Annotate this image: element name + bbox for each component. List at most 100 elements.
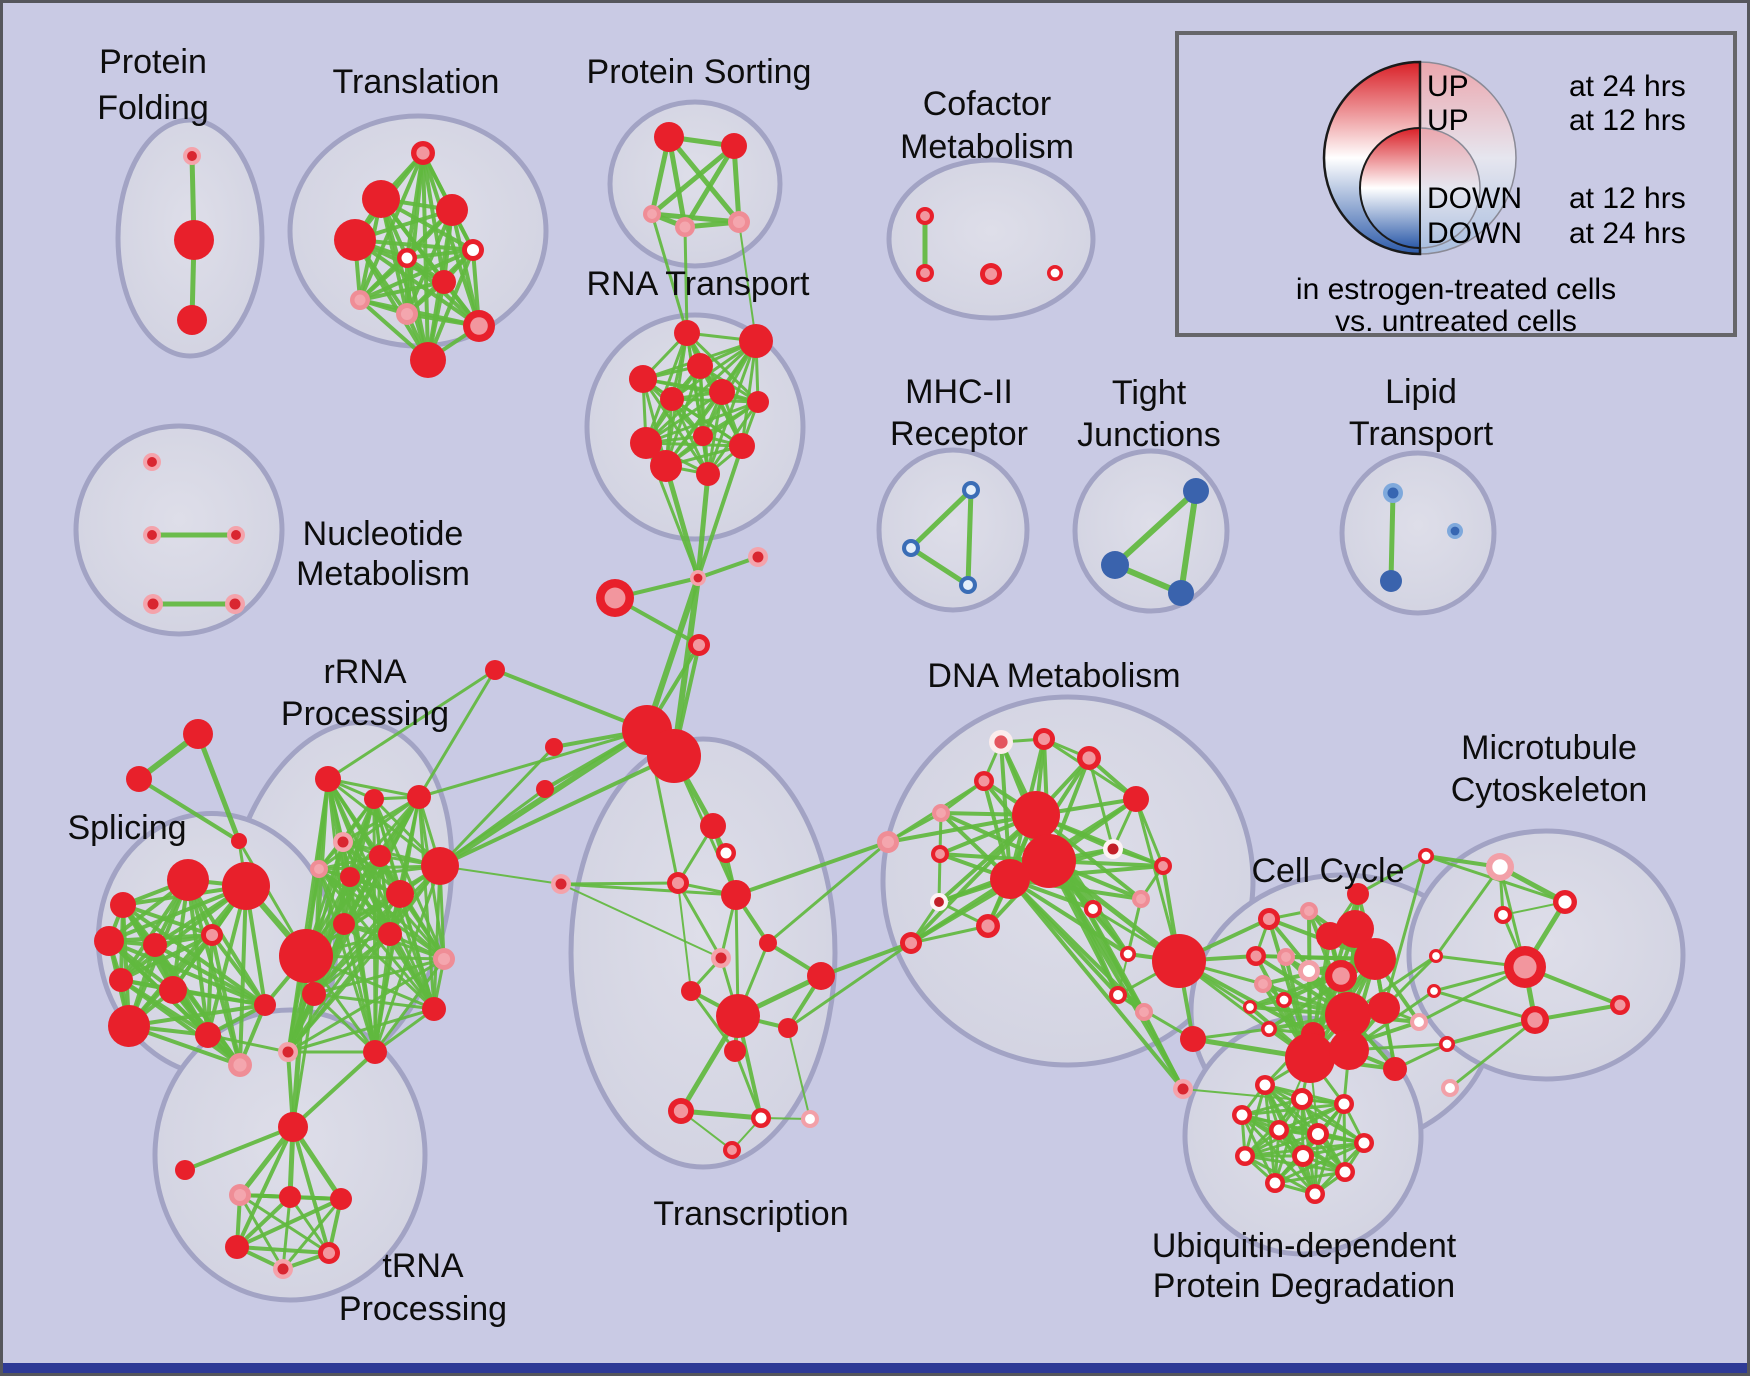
edge [127, 1003, 267, 1028]
edge [326, 668, 497, 781]
edge [286, 957, 446, 1054]
edge [238, 1193, 331, 1255]
node-center-transcription-11 [673, 1103, 689, 1119]
edge [644, 331, 689, 445]
node-rrna-processing-1 [364, 789, 384, 809]
edge [235, 1197, 343, 1249]
node-center-translation-0 [416, 146, 430, 160]
node-center-connectors-19 [1442, 1039, 1452, 1049]
edge [1008, 877, 1143, 901]
node-transcription-4 [759, 934, 777, 952]
node-center-translation-4 [466, 243, 480, 257]
node-center-mhc-receptor-0 [966, 485, 976, 495]
edge [908, 545, 971, 588]
node-center-protein-folding-0 [187, 151, 197, 161]
cluster-label-nucleotide-metabolism: Nucleotide Metabolism [296, 515, 470, 593]
node-center-transcription-12 [755, 1112, 767, 1124]
edge [666, 134, 688, 230]
edge [235, 1125, 295, 1249]
node-protein-folding-2 [177, 305, 207, 335]
node-center-dna-metabolism-16 [1123, 949, 1133, 959]
edge [649, 211, 742, 225]
edge [286, 932, 392, 1054]
node-center-cell-cycle-11 [1246, 1003, 1254, 1011]
node-center-rrna-processing-16 [282, 1046, 294, 1058]
node-center-microtubule-cytoskeleton-4 [1527, 1012, 1543, 1028]
node-center-connectors-18 [1430, 987, 1438, 995]
node-center-ubiquitin-7 [1239, 1150, 1251, 1162]
legend-up12-label: UP [1427, 104, 1469, 137]
node-lipid-transport-1 [1380, 570, 1402, 592]
edge [644, 575, 701, 733]
edge [670, 397, 744, 448]
node-splicing-8 [108, 1005, 150, 1047]
node-center-connectors-11 [555, 878, 567, 890]
edge [353, 238, 430, 362]
edge [388, 932, 436, 1011]
node-dna-metabolism-8 [990, 859, 1030, 899]
node-center-dna-metabolism-18 [1113, 990, 1123, 1000]
node-center-ubiquitin-9 [1339, 1166, 1351, 1178]
edge [560, 883, 722, 959]
cluster-label-rrna-processing: rRNA Processing [281, 653, 449, 733]
edge [426, 248, 475, 362]
edge [886, 813, 1038, 844]
node-center-transcription-1 [720, 847, 732, 859]
node-center-ubiquitin-2 [1338, 1098, 1350, 1110]
node-trna-processing-1 [175, 1160, 195, 1180]
node-center-nucleotide-metabolism-1 [147, 530, 157, 540]
edge [317, 795, 421, 871]
edge [107, 884, 248, 943]
node-trna-processing-3 [279, 1186, 301, 1208]
node-transcription-3 [721, 880, 751, 910]
node-transcription-0 [700, 813, 726, 839]
legend-down12-label: DOWN [1427, 182, 1522, 215]
cluster-label-ubiquitin: Ubiquitin-dependent Protein Degradation [1152, 1227, 1457, 1305]
edge [1178, 488, 1199, 596]
cluster-ellipse-transcription [568, 736, 838, 1170]
edge [1243, 1102, 1346, 1158]
edge [373, 957, 446, 1054]
edge [649, 143, 737, 217]
edge [908, 487, 974, 551]
edge [432, 864, 442, 1011]
node-cell-cycle-20 [1383, 1057, 1407, 1081]
legend-down24-label: DOWN [1427, 217, 1522, 250]
node-rna-transport-9 [729, 433, 755, 459]
bottom-border-bar [3, 1363, 1747, 1373]
node-center-dna-metabolism-20 [1177, 1083, 1189, 1095]
node-rna-transport-10 [650, 450, 682, 482]
edge [291, 1125, 331, 1255]
cluster-label-protein-sorting: Protein Sorting [587, 53, 812, 91]
node-center-cofactor-metabolism-3 [1050, 268, 1060, 278]
edge [682, 143, 737, 230]
node-center-connectors-17 [1432, 952, 1440, 960]
edge [312, 992, 377, 1054]
node-cell-cycle-12 [1325, 992, 1371, 1038]
edge [378, 854, 392, 936]
node-center-dna-metabolism-12 [934, 897, 944, 907]
node-rrna-processing-0 [315, 766, 341, 792]
node-center-connectors-6 [692, 638, 706, 652]
node-connectors-15 [1180, 1026, 1206, 1052]
cluster-label-rna-transport: RNA Transport [587, 265, 811, 303]
node-trna-processing-4 [330, 1188, 352, 1210]
node-center-dna-metabolism-2 [1082, 751, 1096, 765]
node-center-cofactor-metabolism-2 [984, 267, 998, 281]
node-center-cell-cycle-0 [1262, 912, 1276, 926]
node-protein-sorting-0 [654, 122, 684, 152]
legend-inner-right-half [1419, 127, 1481, 249]
node-rrna-processing-2 [407, 785, 431, 809]
node-center-translation-7 [354, 294, 366, 306]
node-center-lipid-transport-2 [1450, 526, 1460, 536]
node-rna-transport-3 [629, 365, 657, 393]
node-center-microtubule-cytoskeleton-0 [1492, 859, 1508, 875]
node-center-ubiquitin-5 [1311, 1127, 1325, 1141]
edge [290, 953, 309, 1130]
edge [372, 797, 446, 961]
cluster-label-tight-junctions: Tight Junctions [1077, 374, 1221, 454]
edge [235, 1195, 292, 1249]
node-rna-transport-2 [687, 353, 713, 379]
node-cell-cycle-18 [1368, 992, 1400, 1024]
